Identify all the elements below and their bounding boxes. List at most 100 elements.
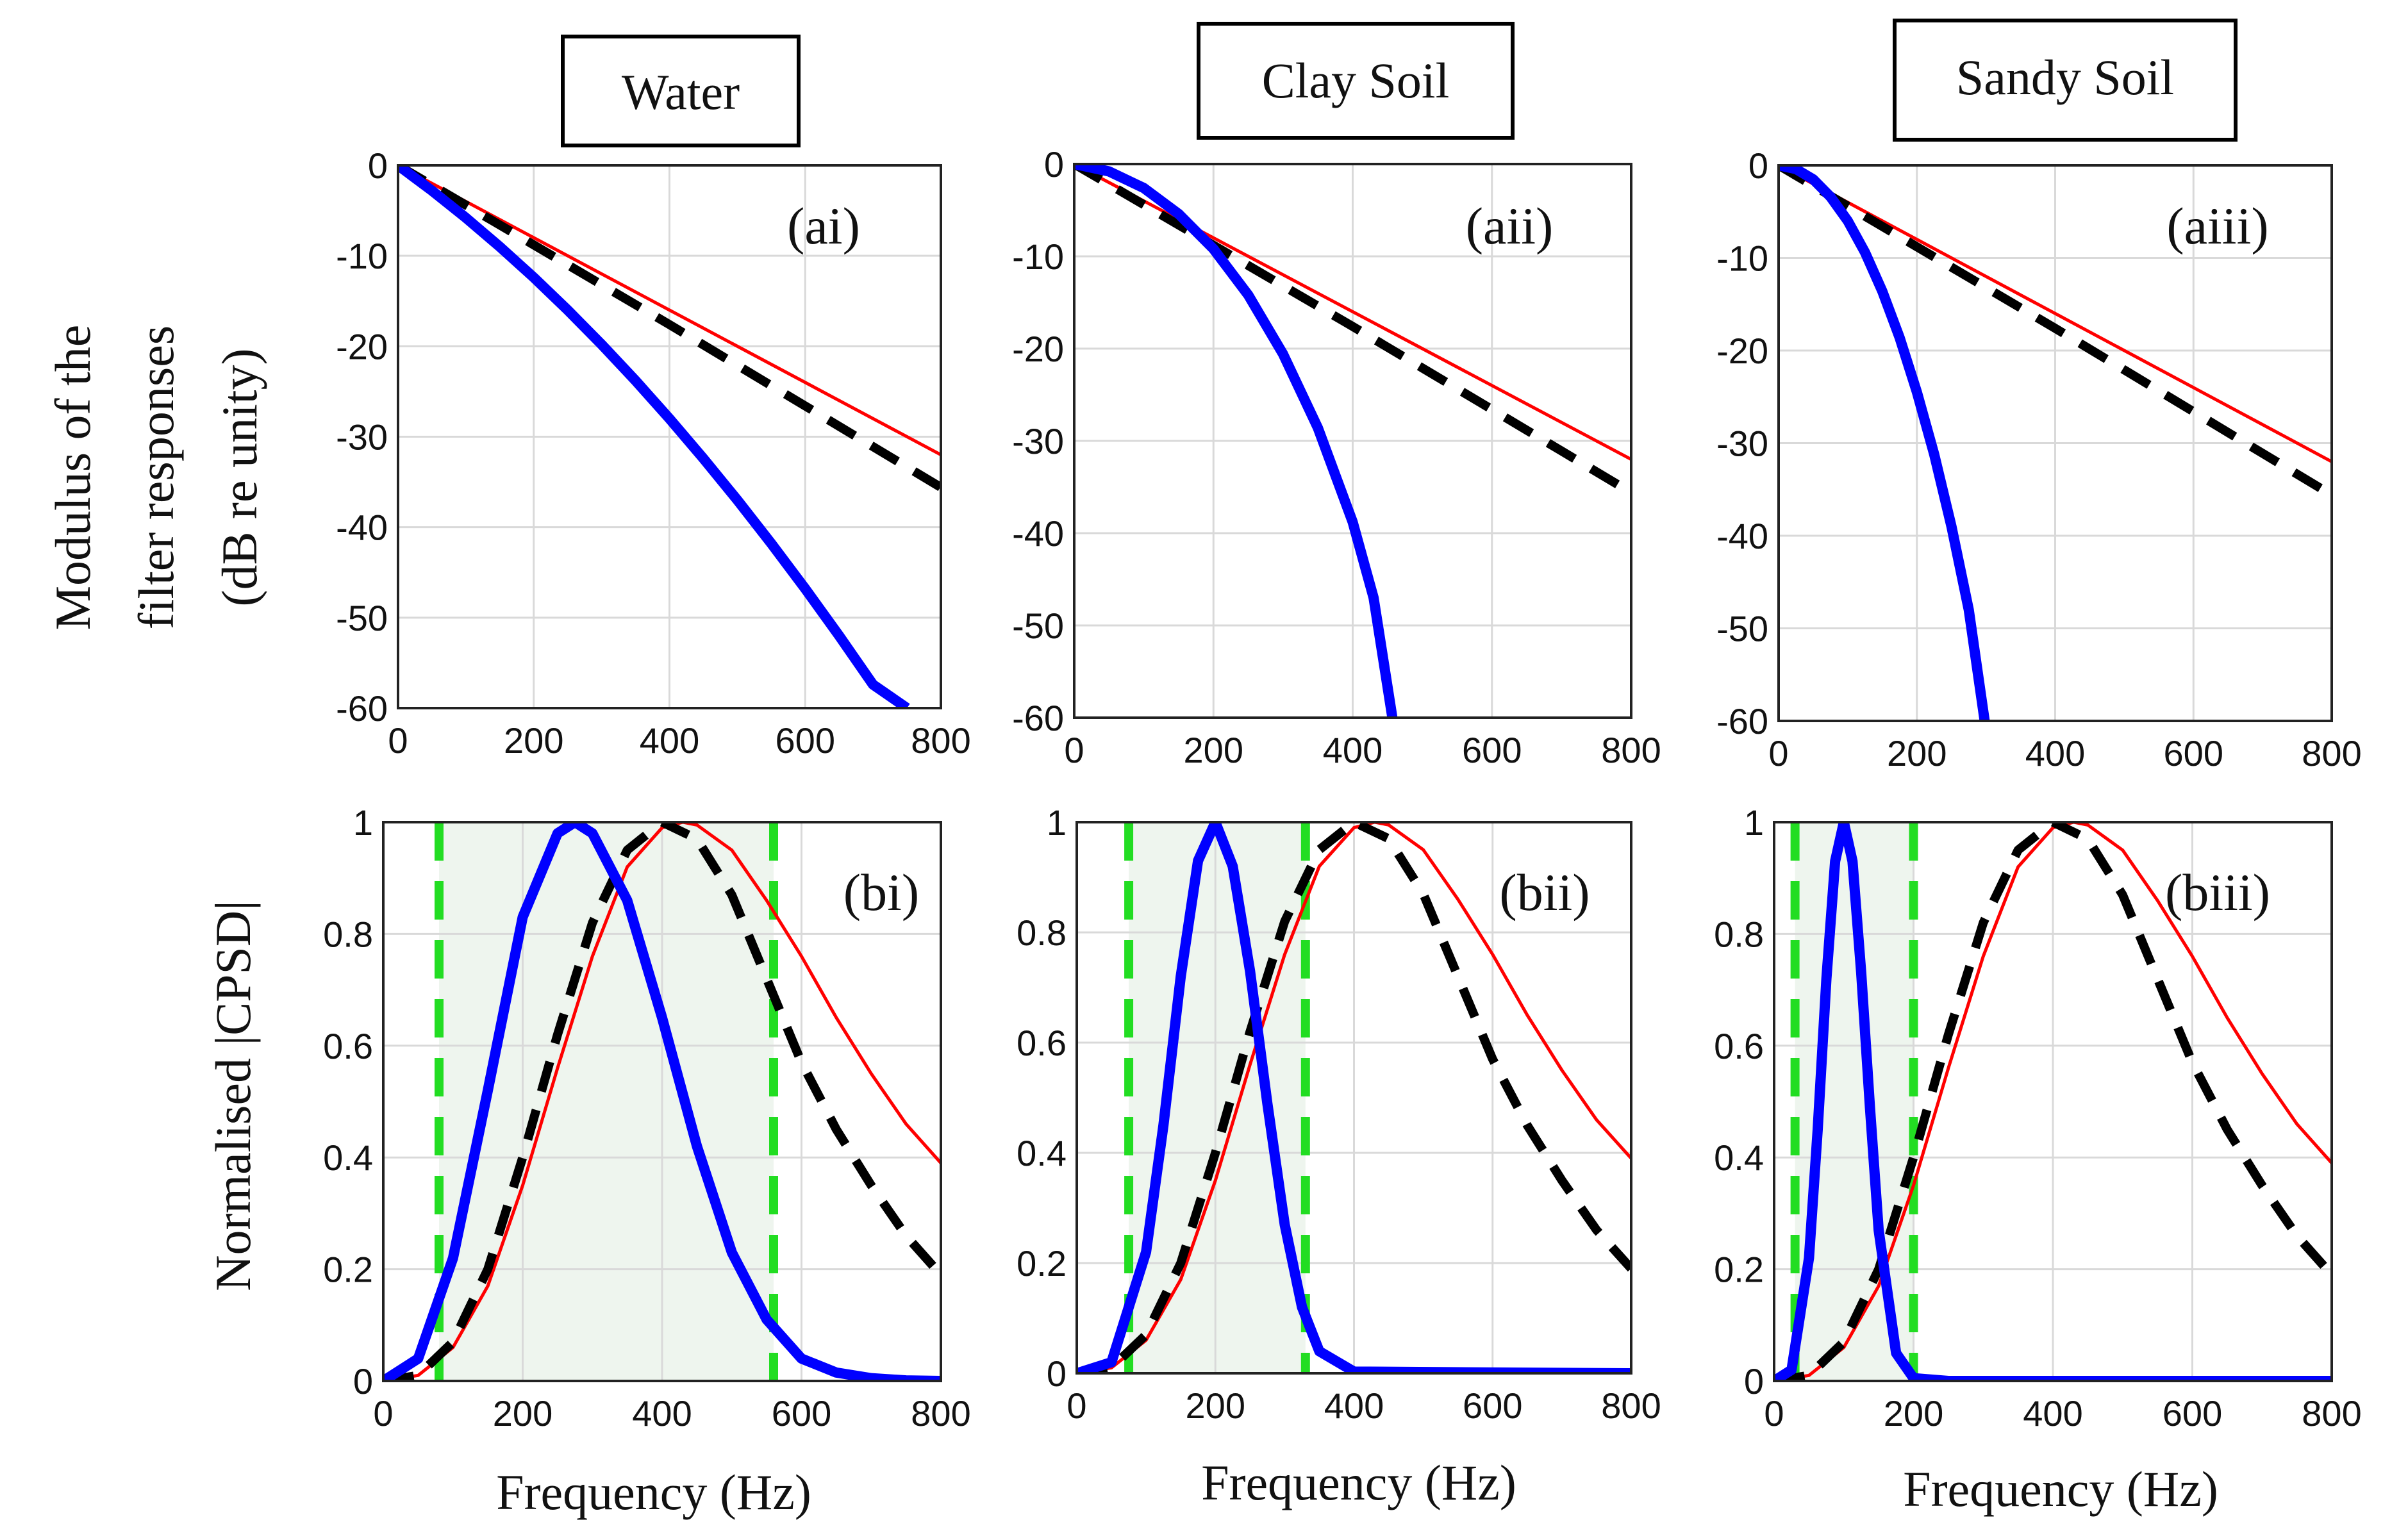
panel-ai: 0 200 400 600 800 0 -10 -20 -30 -40 -50 -60 (ai) (336, 145, 971, 761)
col-title-clay-text: Clay Soil (1262, 53, 1450, 108)
xtick-label-aiii-0: 0 (1768, 733, 1788, 773)
panel-bii: 0 200 400 600 800 0 0.2 0.4 0.6 0.8 1 (bii) (1017, 802, 1661, 1426)
ytick-label-biii-3: 0.6 (1714, 1026, 1764, 1066)
top-ylabel-line-3: (dB re unity) (212, 349, 267, 607)
xtick-label-bi-4: 800 (911, 1393, 970, 1434)
ytick-label-bi-1: 0.2 (323, 1250, 373, 1290)
ytick-label-ai-6: -60 (336, 688, 388, 729)
ytick-label-bii-3: 0.6 (1017, 1023, 1067, 1063)
ytick-label-aiii-6: -60 (1716, 701, 1768, 741)
panel-aii: 0 200 400 600 800 0 -10 -20 -30 -40 -50 -60 (aii) (1012, 144, 1661, 770)
xtick-label-aiii-2: 400 (2025, 733, 2085, 773)
ytick-label-ai-4: -40 (336, 508, 388, 548)
ytick-label-aii-6: -60 (1012, 698, 1064, 738)
ytick-label-ai-0: 0 (368, 145, 388, 186)
band-fill-bii (1129, 822, 1306, 1373)
col-title-sandy-text: Sandy Soil (1956, 49, 2174, 105)
ytick-label-bi-3: 0.6 (323, 1026, 373, 1066)
ytick-label-ai-5: -50 (336, 598, 388, 638)
xtick-label-aiii-4: 800 (2302, 733, 2361, 773)
ytick-label-bii-4: 0.8 (1017, 913, 1067, 953)
xtick-label-bi-3: 600 (772, 1393, 831, 1434)
panel-label-aiii: (aiii) (2166, 197, 2268, 255)
col-title-water-text: Water (622, 64, 740, 120)
ytick-label-aii-4: -40 (1012, 513, 1064, 554)
xtick-label-bi-2: 400 (632, 1393, 692, 1434)
col-title-sandy: Sandy Soil (1893, 19, 2238, 142)
band-fill-bi (439, 822, 774, 1381)
xtick-label-bi-0: 0 (373, 1393, 393, 1434)
panel-label-bii: (bii) (1499, 863, 1590, 922)
series-biii-solid-thick (1774, 822, 2332, 1381)
xtick-label-biii-4: 800 (2302, 1393, 2361, 1434)
panel-label-aii: (aii) (1466, 197, 1554, 255)
ytick-label-ai-1: -10 (336, 236, 388, 276)
ytick-label-bii-2: 0.4 (1017, 1133, 1067, 1173)
axes-frame-bi (382, 821, 942, 1382)
ytick-label-biii-2: 0.4 (1714, 1137, 1764, 1178)
series-bii-solid-thick (1077, 822, 1631, 1373)
ytick-label-bi-4: 0.8 (323, 914, 373, 954)
plots: 0 200 400 600 800 0 -10 -20 -30 -40 -50 -60 (ai) 0 200… (323, 144, 2362, 1434)
xtick-label-bii-3: 600 (1463, 1385, 1522, 1426)
panel-label-ai: (ai) (787, 197, 860, 255)
xtick-label-ai-2: 400 (640, 720, 699, 761)
ytick-label-bii-0: 0 (1047, 1353, 1067, 1394)
xtick-label-aiii-1: 200 (1887, 733, 1947, 773)
ytick-label-bii-1: 0.2 (1017, 1243, 1067, 1284)
xtick-label-biii-0: 0 (1764, 1393, 1784, 1434)
xtick-label-biii-3: 600 (2163, 1393, 2222, 1434)
top-row-ylabel: Modulus of the filter responses (dB re u… (45, 325, 267, 631)
ytick-label-aii-2: -20 (1012, 329, 1064, 369)
series-aii-solid-thick (1074, 164, 1398, 718)
ytick-label-aiii-1: -10 (1716, 238, 1768, 279)
bottom-row-ylabel: Normalised |CPSD| (205, 900, 261, 1291)
ytick-label-biii-0: 0 (1744, 1361, 1764, 1401)
panel-bi: 0 200 400 600 800 0 0.2 0.4 0.6 0.8 1 (bi) (323, 802, 971, 1434)
ytick-label-biii-5: 1 (1744, 802, 1764, 843)
ytick-label-aii-1: -10 (1012, 236, 1064, 277)
xtick-label-aiii-3: 600 (2164, 733, 2223, 773)
ytick-label-biii-1: 0.2 (1714, 1250, 1764, 1290)
ytick-label-aiii-2: -20 (1716, 331, 1768, 371)
series-aiii-dashed (1779, 165, 2332, 499)
xtick-label-bii-4: 800 (1601, 1385, 1661, 1426)
axes-frame-aii (1073, 163, 1632, 719)
ytick-label-bii-5: 1 (1047, 802, 1067, 843)
series-ai-solid-thick (398, 165, 910, 708)
xtick-label-biii-1: 200 (1884, 1393, 1943, 1434)
ytick-label-aiii-0: 0 (1748, 145, 1768, 186)
ytick-label-ai-2: -20 (336, 326, 388, 367)
xtick-label-aii-4: 800 (1601, 730, 1661, 770)
xtick-label-ai-4: 800 (911, 720, 970, 761)
series-bii-dashed (1077, 822, 1631, 1373)
xtick-label-bii-0: 0 (1067, 1385, 1086, 1426)
xtick-label-aii-2: 400 (1323, 730, 1383, 770)
xlabel-col-3: Frequency (Hz) (1903, 1461, 2218, 1517)
axes-frame-ai (397, 164, 942, 709)
ytick-label-bi-2: 0.4 (323, 1137, 373, 1178)
panel-biii: 0 200 400 600 800 0 0.2 0.4 0.6 0.8 1 (biii) (1714, 802, 2362, 1434)
xtick-label-ai-3: 600 (776, 720, 835, 761)
col-title-water: Water (561, 35, 801, 147)
panel-aiii: 0 200 400 600 800 0 -10 -20 -30 -40 -50 -60 (aiii) (1716, 145, 2362, 773)
xlabel-col-2: Frequency (Hz) (1201, 1455, 1516, 1510)
axes-frame-biii (1773, 821, 2333, 1382)
top-ylabel-line-1: Modulus of the (45, 325, 101, 631)
xtick-label-bii-2: 400 (1324, 1385, 1384, 1426)
xlabel-col-1: Frequency (Hz) (496, 1464, 811, 1520)
axes-frame-bii (1075, 821, 1632, 1375)
panel-label-biii: (biii) (2165, 863, 2270, 922)
series-bi-solid-thick (383, 822, 941, 1381)
xtick-label-biii-2: 400 (2023, 1393, 2082, 1434)
xtick-label-aii-3: 600 (1462, 730, 1522, 770)
ytick-label-bi-0: 0 (353, 1361, 373, 1401)
xtick-label-bi-1: 200 (493, 1393, 552, 1434)
ytick-label-bi-5: 1 (353, 802, 373, 843)
xtick-label-ai-1: 200 (504, 720, 563, 761)
series-aiii-solid-thick (1779, 165, 1990, 721)
col-title-clay: Clay Soil (1197, 22, 1515, 140)
xtick-label-aii-1: 200 (1184, 730, 1243, 770)
ytick-label-biii-4: 0.8 (1714, 914, 1764, 954)
